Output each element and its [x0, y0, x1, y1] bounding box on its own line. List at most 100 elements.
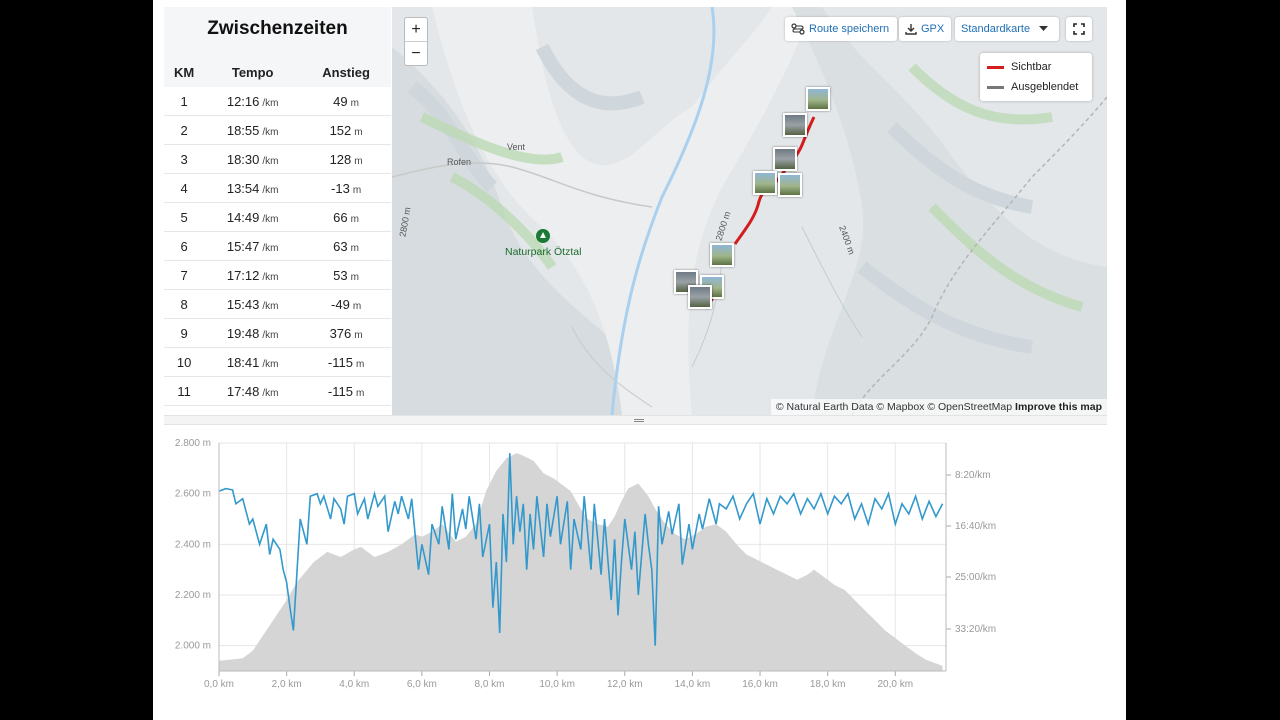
- pace-value: 15:47: [226, 238, 260, 254]
- split-km: 11: [164, 376, 205, 406]
- split-row: 5 14:49/km 66 m: [164, 202, 391, 232]
- improve-map-link[interactable]: Improve this map: [1015, 401, 1102, 413]
- split-pace: 23:00/km: [204, 405, 302, 416]
- split-row: 2 18:55/km 152 m: [164, 115, 391, 145]
- photo-marker[interactable]: [806, 87, 830, 111]
- grip-icon: [634, 419, 644, 422]
- gpx-label: GPX: [921, 23, 945, 35]
- split-km: 10: [164, 347, 205, 377]
- gain-unit: m: [354, 155, 363, 167]
- gain-unit: m: [350, 271, 359, 283]
- place-label-vent: Vent: [507, 142, 526, 152]
- split-row: 8 15:43/km -49 m: [164, 289, 391, 319]
- column-header-gain: Anstieg: [301, 57, 391, 87]
- photo-marker[interactable]: [688, 285, 712, 309]
- x-tick-label: 10,0 km: [539, 679, 575, 690]
- split-pace: 15:43/km: [204, 289, 302, 319]
- gpx-download-button[interactable]: GPX: [899, 17, 951, 41]
- split-km: 1: [164, 87, 205, 116]
- photo-marker[interactable]: [783, 113, 807, 137]
- fullscreen-button[interactable]: [1066, 17, 1092, 41]
- x-tick-label: 20,0 km: [877, 679, 913, 690]
- pace-value: 23:00: [227, 413, 260, 416]
- legend-label: Ausgeblendet: [1011, 81, 1079, 93]
- photo-marker[interactable]: [773, 147, 797, 171]
- tree-icon: [536, 229, 551, 243]
- gain-unit: m: [350, 242, 359, 254]
- photo-marker[interactable]: [778, 173, 802, 197]
- right-tick-label: 8:20/km: [955, 470, 991, 481]
- split-row: 10 18:41/km -115 m: [164, 347, 391, 377]
- gain-unit: m: [354, 126, 363, 138]
- panel-resize-handle[interactable]: [164, 415, 1107, 425]
- gain-value: 50: [333, 413, 347, 416]
- route-map[interactable]: Rofen Vent 2800 m 2800 m 2400 m Naturpar…: [392, 7, 1107, 415]
- split-km: 2: [164, 115, 205, 145]
- x-tick-label: 18,0 km: [810, 679, 846, 690]
- legend-label: Sichtbar: [1011, 61, 1052, 73]
- splits-title: Zwischenzeiten: [164, 7, 391, 57]
- y-tick-label: 2.600 m: [175, 489, 211, 500]
- split-row: 7 17:12/km 53 m: [164, 260, 391, 290]
- photo-marker[interactable]: [710, 243, 734, 267]
- caret-down-icon: [1039, 26, 1049, 31]
- save-route-label: Route speichern: [809, 23, 890, 35]
- legend-swatch: [987, 65, 1004, 69]
- elevation-pace-chart[interactable]: 2.000 m 2.200 m 2.400 m 2.600 m 2.800 m 0,0 k…: [153, 425, 1126, 720]
- map-style-select[interactable]: Standardkarte: [955, 17, 1059, 41]
- x-tick-label: 0,0 km: [204, 679, 234, 690]
- split-gain: 66 m: [301, 202, 391, 232]
- split-gain: -115 m: [301, 347, 391, 377]
- park-label: Naturpark Ötztal: [505, 246, 582, 258]
- photo-marker[interactable]: [753, 171, 777, 195]
- y-tick-label: 2.000 m: [175, 641, 211, 652]
- place-label-rofen: Rofen: [447, 157, 472, 167]
- split-row: 1 12:16/km 49 m: [164, 87, 391, 116]
- legend-swatch: [987, 85, 1004, 89]
- elevation-area: [219, 453, 943, 671]
- pace-value: 17:48: [226, 383, 260, 399]
- pace-value: 17:12: [226, 267, 260, 283]
- splits-table: KM Tempo Anstieg 1 12:16/km 49 m 2 18:55/km 15…: [164, 57, 391, 415]
- pace-unit: /km: [262, 155, 279, 167]
- zoom-in-button[interactable]: +: [411, 21, 421, 38]
- split-gain: -13 m: [301, 173, 391, 203]
- split-row: 6 15:47/km 63 m: [164, 231, 391, 261]
- x-tick-label: 14,0 km: [675, 679, 711, 690]
- gain-unit: m: [355, 387, 365, 399]
- split-pace: 17:12/km: [204, 260, 302, 290]
- pace-value: 18:55: [226, 122, 260, 138]
- gain-unit: m: [354, 329, 363, 341]
- gain-unit: m: [350, 97, 359, 109]
- split-km: 6: [164, 231, 205, 261]
- gain-value: 152: [329, 122, 352, 138]
- fullscreen-icon: [1073, 23, 1085, 35]
- gain-value: 63: [333, 238, 348, 254]
- x-tick-label: 12,0 km: [607, 679, 643, 690]
- save-route-button[interactable]: Route speichern: [785, 17, 897, 41]
- route-icon: [791, 23, 805, 35]
- pace-value: 18:41: [226, 354, 260, 370]
- split-pace: 18:55/km: [204, 115, 302, 145]
- map-attribution: © Natural Earth Data © Mapbox © OpenStre…: [770, 399, 1107, 415]
- split-row: 9 19:48/km 376 m: [164, 318, 391, 348]
- split-gain: 376 m: [301, 318, 391, 348]
- split-pace: 13:54/km: [204, 173, 302, 203]
- split-row: 1223:00/km50m: [164, 405, 391, 416]
- split-gain: 128 m: [301, 144, 391, 174]
- right-tick-label: 25:00/km: [955, 572, 996, 583]
- gain-value: 376: [329, 325, 352, 341]
- park-marker[interactable]: Naturpark Ötztal: [505, 229, 581, 258]
- attribution-text[interactable]: © Natural Earth Data © Mapbox © OpenStre…: [775, 401, 1013, 413]
- split-km: 9: [164, 318, 205, 348]
- gain-value: 128: [329, 151, 352, 167]
- pace-value: 19:48: [226, 325, 260, 341]
- gain-value: 53: [333, 267, 348, 283]
- x-tick-label: 8,0 km: [475, 679, 505, 690]
- gain-unit: m: [352, 300, 362, 312]
- pace-unit: /km: [262, 242, 279, 254]
- split-km: 12: [164, 405, 205, 415]
- gain-value: -115: [327, 354, 353, 370]
- zoom-out-button[interactable]: −: [405, 41, 427, 65]
- legend-item-hidden: Ausgeblendet: [980, 77, 1092, 97]
